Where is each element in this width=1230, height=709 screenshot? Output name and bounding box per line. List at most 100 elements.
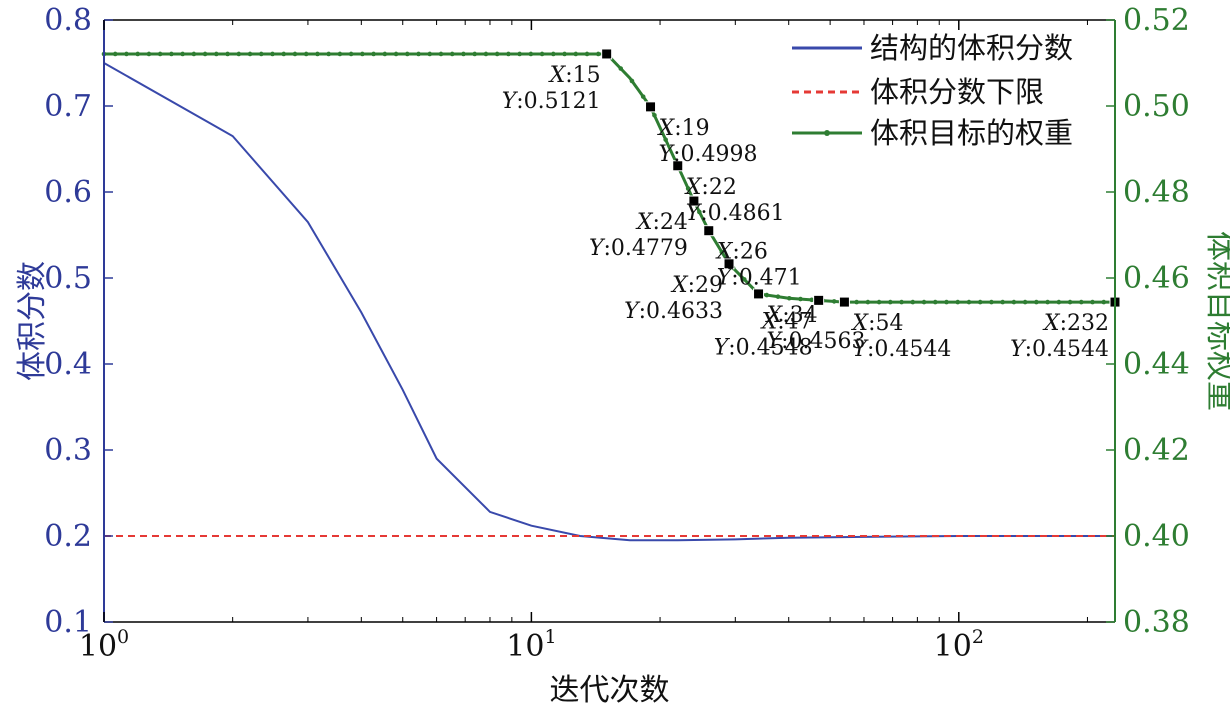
series-point xyxy=(551,51,556,57)
series-point xyxy=(427,51,433,57)
series-point xyxy=(764,292,770,298)
legend-label-2: 体积目标的权重 xyxy=(870,116,1073,150)
y-left-axis-title: 体积分数 xyxy=(15,261,50,381)
series-point xyxy=(1034,299,1039,305)
datatip-marker xyxy=(838,296,850,308)
series-point xyxy=(270,51,275,57)
datatip-x-label: X:29 xyxy=(670,273,723,298)
series-point xyxy=(449,51,455,57)
series-point xyxy=(584,51,590,57)
series-point xyxy=(494,51,500,57)
y-left-tick-label: 0.7 xyxy=(44,89,92,124)
series-point xyxy=(528,51,534,57)
series-point xyxy=(955,299,961,305)
datatip-y-label: Y:0.4998 xyxy=(659,142,758,167)
series-point xyxy=(1079,299,1084,305)
series-point xyxy=(472,51,478,57)
series-point xyxy=(652,113,657,118)
series-point xyxy=(539,51,545,57)
series-point xyxy=(910,299,916,305)
series-point xyxy=(461,51,466,57)
legend-swatch-marker xyxy=(824,130,830,136)
datatip-y-label: Y:0.4779 xyxy=(589,236,688,261)
datatip-x-label: X:34 xyxy=(765,303,818,328)
series-point xyxy=(854,299,859,305)
series-point xyxy=(932,299,938,305)
y-right-tick-label: 0.40 xyxy=(1123,519,1190,554)
datatip-x-label: X:232 xyxy=(1042,311,1109,336)
datatip-marker xyxy=(645,101,657,113)
series-point xyxy=(977,299,983,305)
y-right-tick-label: 0.46 xyxy=(1123,261,1190,296)
y-right-tick-label: 0.38 xyxy=(1123,605,1190,640)
datatip-marker xyxy=(813,294,825,306)
series-line-0 xyxy=(103,62,1115,542)
series-point xyxy=(315,51,320,57)
series-point xyxy=(640,94,646,99)
series-point xyxy=(225,51,230,57)
datatip-y-label: Y:0.471 xyxy=(717,266,802,291)
datatip-y-label: Y:0.4633 xyxy=(624,299,723,324)
datatip-y-label: Y:0.4563 xyxy=(767,329,866,354)
series-point xyxy=(719,249,725,255)
y-left-tick-label: 0.1 xyxy=(44,605,92,640)
datatip-marker xyxy=(703,225,715,237)
y-right-tick-label: 0.48 xyxy=(1123,175,1190,210)
series-point xyxy=(180,51,185,57)
datatip-y-label: Y:0.4548 xyxy=(714,335,813,360)
series-point xyxy=(562,51,567,57)
datatip-marker xyxy=(753,288,765,300)
series-point xyxy=(697,209,702,215)
x-tick-label: 101 xyxy=(506,626,556,664)
datatip-marker xyxy=(688,195,700,207)
series-point xyxy=(809,297,814,303)
series-point xyxy=(405,51,410,57)
series-point xyxy=(506,51,511,57)
series-point xyxy=(157,51,163,57)
datatip-marker xyxy=(601,48,613,60)
series-point xyxy=(786,295,792,301)
series-point xyxy=(989,299,994,305)
series-point xyxy=(360,51,365,57)
datatip-x-label: X:15 xyxy=(548,63,601,88)
series-point xyxy=(888,299,893,305)
series-point xyxy=(124,51,129,57)
series-point xyxy=(191,51,197,57)
series-point xyxy=(292,51,298,57)
series-point xyxy=(1090,299,1095,305)
datatip-x-label: X:26 xyxy=(715,240,768,265)
y-left-tick-label: 0.4 xyxy=(44,347,92,382)
series-point xyxy=(247,51,253,57)
y-right-tick-label: 0.42 xyxy=(1123,433,1190,468)
datatip-x-label: X:24 xyxy=(635,210,688,235)
y-right-tick-label: 0.50 xyxy=(1123,89,1190,124)
series-point xyxy=(337,51,343,57)
series-point xyxy=(629,78,635,84)
series-point xyxy=(371,51,376,57)
series-point xyxy=(685,186,691,191)
series-point xyxy=(438,51,444,57)
series-point xyxy=(135,51,140,57)
series-point xyxy=(775,294,781,299)
datatip-y-label: Y:0.4544 xyxy=(1010,337,1109,362)
series-point xyxy=(798,296,803,302)
series-point xyxy=(966,299,972,305)
datatip-y-label: Y:0.4861 xyxy=(686,201,785,226)
series-point xyxy=(663,137,668,142)
series-point xyxy=(1045,299,1050,305)
datatip-marker xyxy=(723,258,735,270)
series-point xyxy=(146,51,152,57)
series-point xyxy=(416,51,421,57)
y-left-tick-label: 0.2 xyxy=(44,519,92,554)
y-left-tick-label: 0.6 xyxy=(44,175,92,210)
datatip-x-label: X:47 xyxy=(760,309,813,334)
series-point xyxy=(236,51,242,57)
legend-label-0: 结构的体积分数 xyxy=(870,31,1073,65)
series-point xyxy=(1056,299,1062,305)
y-left-tick-label: 0.8 xyxy=(44,3,92,38)
series-point xyxy=(944,299,949,305)
series-point xyxy=(326,51,331,57)
series-point xyxy=(865,299,871,305)
series-point xyxy=(214,51,219,57)
